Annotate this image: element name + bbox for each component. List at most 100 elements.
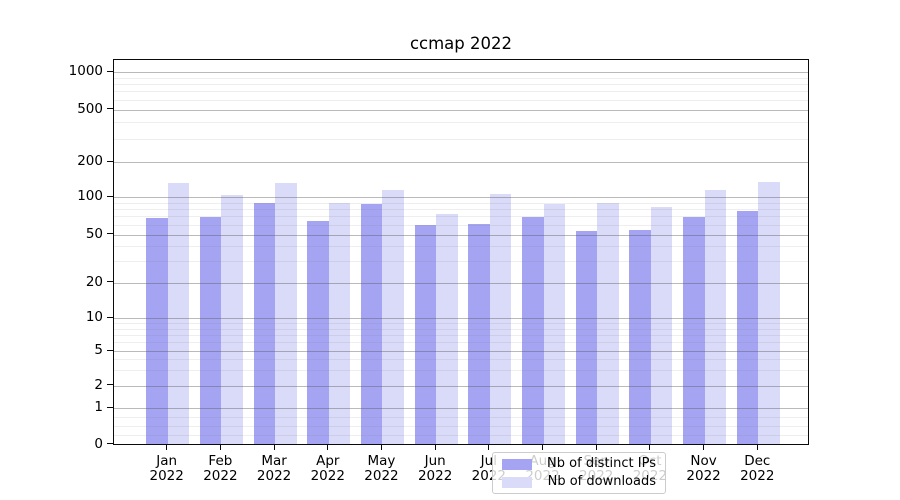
bar-downloads-aug — [543, 204, 566, 444]
y-tick-mark-200 — [107, 160, 113, 162]
y-tick-label-200: 200 — [77, 153, 103, 169]
bar-distinct-ips-may — [360, 204, 383, 444]
y-tick-label-1: 1 — [94, 399, 103, 415]
y-tick-mark-100 — [107, 195, 113, 197]
gridline-minor-40 — [114, 246, 808, 248]
gridline-minor-4 — [114, 359, 808, 361]
x-tick-mark-feb — [219, 445, 221, 450]
gridline-minor-30 — [114, 261, 808, 263]
bar-downloads-mar — [275, 182, 297, 444]
bar-downloads-apr — [328, 202, 351, 444]
gridline-minor-300 — [114, 138, 808, 140]
y-tick-mark-500 — [107, 108, 113, 109]
x-tick-mark-jan — [166, 445, 168, 450]
bar-downloads-sep — [597, 203, 619, 444]
x-tick-label-mar: Mar 2022 — [256, 453, 292, 484]
bar-distinct-ips-mar — [253, 202, 276, 444]
chart-title: ccmap 2022 — [409, 34, 513, 53]
y-tick-mark-50 — [107, 233, 113, 234]
gridline-major-100 — [114, 197, 808, 198]
x-tick-mark-dec — [756, 445, 758, 450]
y-tick-label-500: 500 — [77, 100, 103, 117]
bar-downloads-jan — [167, 182, 190, 444]
gridline-minor-70 — [114, 216, 808, 218]
x-tick-mark-nov — [703, 445, 705, 450]
x-tick-mark-mar — [273, 445, 275, 450]
legend-swatch-downloads — [502, 476, 532, 488]
y-tick-label-0: 0 — [94, 435, 103, 452]
gridline-minor-3 — [114, 370, 808, 372]
legend-label-downloads: Nb of downloads — [547, 474, 656, 489]
gridline-minor-9 — [114, 323, 808, 325]
gridline-minor-90 — [114, 202, 808, 204]
y-tick-mark-1 — [107, 406, 113, 408]
gridline-minor-900 — [114, 77, 808, 79]
legend-label-distinct-ips: Nb of distinct IPs — [547, 456, 656, 471]
gridline-minor-8 — [114, 328, 808, 330]
gridline-minor-0.75 — [114, 417, 808, 419]
y-tick-label-50: 50 — [85, 225, 103, 242]
x-tick-mark-apr — [327, 445, 329, 450]
x-tick-mark-aug — [542, 445, 544, 450]
bar-distinct-ips-feb — [199, 217, 222, 444]
gridline-major-2 — [114, 385, 808, 387]
bar-downloads-feb — [221, 194, 243, 444]
gridline-minor-60 — [114, 224, 808, 226]
bar-distinct-ips-jun — [414, 225, 437, 444]
gridline-major-1 — [114, 408, 808, 409]
gridline-minor-800 — [114, 84, 808, 86]
bar-distinct-ips-sep — [575, 231, 598, 444]
x-tick-label-apr: Apr 2022 — [310, 453, 345, 484]
x-tick-label-may: May 2022 — [364, 453, 399, 484]
legend-item-downloads: Nb of downloads — [502, 475, 656, 489]
plot-area: Nb of distinct IPs Nb of downloads — [113, 59, 809, 494]
x-tick-label-jun: Jun 2022 — [417, 453, 453, 484]
gridline-minor-600 — [114, 99, 808, 101]
gridline-major-200 — [114, 162, 808, 163]
bar-distinct-ips-jul — [468, 223, 490, 444]
x-tick-label-dec: Dec 2022 — [740, 453, 775, 484]
bar-downloads-dec — [758, 181, 780, 444]
gridline-minor-7 — [114, 334, 808, 336]
y-tick-mark-2 — [107, 384, 113, 385]
y-tick-label-5: 5 — [94, 342, 103, 358]
legend-item-distinct-ips: Nb of distinct IPs — [502, 457, 656, 471]
bar-distinct-ips-oct — [629, 230, 651, 444]
x-tick-mark-may — [380, 445, 382, 450]
gridline-minor-700 — [114, 91, 808, 93]
y-tick-label-1000: 1000 — [68, 63, 103, 79]
x-tick-label-nov: Nov 2022 — [686, 453, 721, 484]
gridline-major-1000 — [114, 72, 808, 73]
x-tick-mark-sep — [595, 445, 597, 450]
bar-distinct-ips-dec — [736, 211, 759, 444]
gridline-major-50 — [114, 234, 808, 236]
y-tick-label-2: 2 — [94, 376, 103, 393]
x-tick-label-feb: Feb 2022 — [203, 453, 238, 484]
gridline-minor-0.5 — [114, 426, 808, 428]
legend-swatch-distinct-ips — [502, 458, 532, 470]
gridline-major-5 — [114, 351, 808, 352]
x-tick-label-jan: Jan 2022 — [149, 453, 184, 484]
y-tick-mark-10 — [107, 316, 113, 318]
bar-downloads-jul — [489, 193, 512, 444]
gridline-minor-6 — [114, 342, 808, 344]
y-tick-mark-5 — [107, 349, 113, 351]
bar-downloads-nov — [704, 190, 727, 444]
bar-distinct-ips-aug — [522, 216, 544, 444]
y-tick-mark-1000 — [107, 70, 113, 72]
y-tick-label-10: 10 — [85, 309, 103, 325]
x-tick-mark-jun — [434, 445, 436, 450]
y-tick-mark-0 — [107, 443, 113, 444]
bar-downloads-oct — [650, 207, 673, 444]
bar-distinct-ips-apr — [307, 220, 329, 444]
y-tick-mark-20 — [107, 281, 113, 282]
gridline-minor-400 — [114, 122, 808, 124]
y-tick-label-100: 100 — [77, 188, 103, 204]
x-tick-mark-oct — [649, 445, 651, 450]
gridline-major-500 — [114, 109, 808, 111]
gridline-minor-80 — [114, 209, 808, 211]
x-tick-mark-jul — [488, 445, 490, 450]
bar-downloads-jun — [436, 214, 458, 444]
bar-downloads-may — [382, 189, 404, 444]
